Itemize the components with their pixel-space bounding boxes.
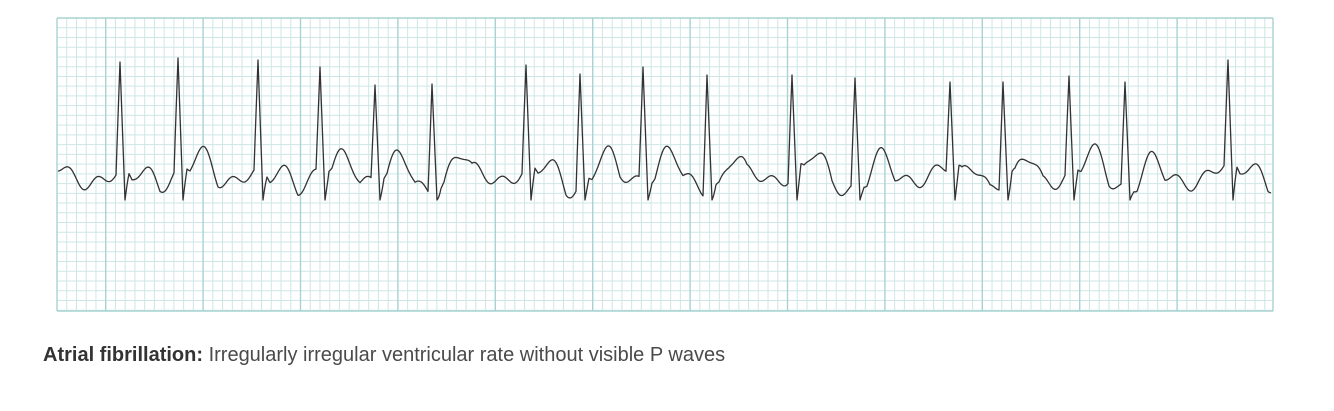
caption-label: Atrial fibrillation: <box>43 344 203 366</box>
ecg-strip <box>56 17 1274 312</box>
figure-caption: Atrial fibrillation: Irregularly irregul… <box>43 344 725 367</box>
ecg-trace <box>57 57 1272 201</box>
ecg-grid <box>56 17 1274 312</box>
caption-text: Irregularly irregular ventricular rate w… <box>208 344 726 366</box>
